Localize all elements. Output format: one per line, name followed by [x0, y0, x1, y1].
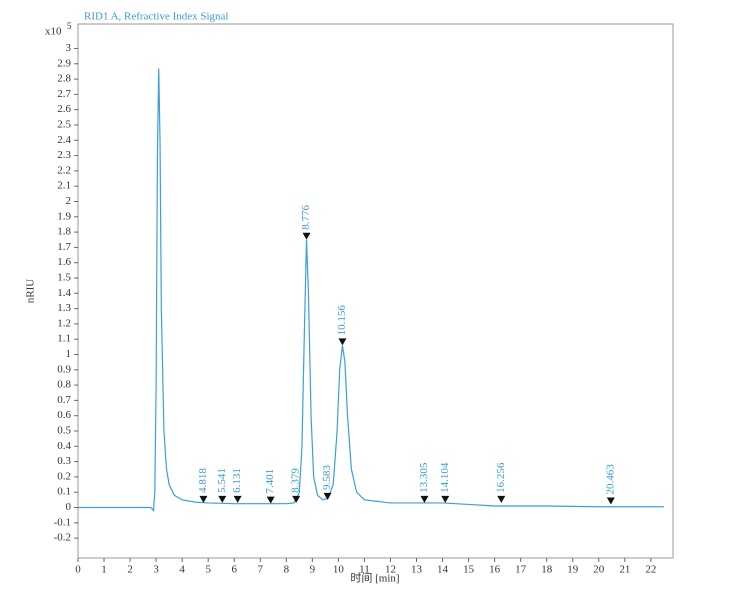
- x-tick-label: 20: [593, 564, 605, 576]
- y-tick-label: 2.7: [57, 88, 71, 100]
- peak-marker: [292, 495, 301, 503]
- peak-marker: [338, 338, 347, 346]
- peak-label: 7.401: [264, 469, 276, 494]
- x-tick-label: 2: [127, 564, 133, 576]
- x-tick-label: 15: [463, 564, 475, 576]
- y-tick-label: 1.8: [57, 226, 71, 238]
- chart-title: RID1 A, Refractive Index Signal: [84, 11, 229, 23]
- y-tick-label: 2.6: [57, 103, 71, 115]
- x-tick-label: 18: [541, 564, 553, 576]
- y-tick-label: -0.2: [54, 532, 71, 544]
- peak-label: 16.256: [495, 462, 507, 493]
- x-tick-label: 21: [619, 564, 630, 576]
- peak-marker: [233, 495, 242, 503]
- peak-label: 6.131: [231, 468, 243, 493]
- peak-label: 8.379: [290, 468, 302, 493]
- y-tick-label: 0.5: [57, 425, 71, 437]
- y-tick-label: 1: [66, 348, 72, 360]
- x-tick-label: 9: [310, 564, 316, 576]
- y-tick-label: 2.1: [57, 180, 71, 192]
- y-tick-label: 0.3: [57, 455, 71, 467]
- plot-frame: [77, 23, 674, 559]
- peak-marker: [497, 495, 506, 503]
- peak-label: 9.583: [321, 465, 333, 490]
- x-tick-label: 13: [411, 564, 423, 576]
- y-tick-label: 0.9: [57, 363, 71, 375]
- y-tick-label: 1.3: [57, 302, 71, 314]
- y-axis-label: nRIU: [25, 279, 37, 304]
- peak-label: 4.818: [197, 468, 209, 493]
- x-tick-label: 19: [567, 564, 579, 576]
- peak-label: 20.463: [604, 464, 616, 495]
- x-tick-label: 16: [489, 564, 501, 576]
- x-tick-label: 14: [437, 564, 449, 576]
- y-tick-label: 2.2: [57, 164, 71, 176]
- x-tick-label: 6: [231, 564, 237, 576]
- peak-label: 13.305: [418, 462, 430, 493]
- y-tick-label: 2.8: [57, 73, 71, 85]
- y-tick-label: 2.3: [57, 149, 71, 161]
- peak-marker: [606, 497, 615, 505]
- x-tick-label: 11: [359, 564, 370, 576]
- y-tick-label: -0.1: [54, 516, 71, 528]
- y-tick-label: 2.5: [57, 119, 71, 131]
- y-tick-label: 0.2: [57, 470, 71, 482]
- y-multiplier-exponent: 5: [67, 21, 72, 31]
- peak-marker: [302, 232, 311, 240]
- y-tick-label: 0.6: [57, 409, 71, 421]
- y-tick-label: 1.4: [57, 287, 71, 299]
- y-tick-label: 1.9: [57, 210, 71, 222]
- x-tick-label: 0: [75, 564, 81, 576]
- x-tick-label: 5: [205, 564, 211, 576]
- peak-label: 8.776: [300, 204, 312, 229]
- y-tick-label: 2: [66, 195, 72, 207]
- x-tick-label: 8: [284, 564, 290, 576]
- x-tick-label: 1: [101, 564, 107, 576]
- y-tick-label: 0.1: [57, 486, 71, 498]
- peak-marker: [323, 492, 332, 500]
- y-tick-label: 3: [66, 42, 72, 54]
- y-tick-label: 0.8: [57, 379, 71, 391]
- x-tick-label: 4: [179, 564, 185, 576]
- x-tick-label: 12: [385, 564, 396, 576]
- y-multiplier-base: x10: [45, 26, 62, 38]
- x-tick-label: 7: [258, 564, 264, 576]
- y-tick-label: 0: [66, 501, 72, 513]
- x-tick-label: 22: [645, 564, 656, 576]
- y-tick-label: 2.4: [57, 134, 71, 146]
- y-tick-label: 2.9: [57, 57, 71, 69]
- peak-marker: [218, 495, 227, 503]
- x-tick-label: 17: [515, 564, 527, 576]
- y-tick-label: 0.7: [57, 394, 71, 406]
- y-tick-label: 1.5: [57, 272, 71, 284]
- y-tick-label: 1.2: [57, 317, 71, 329]
- y-tick-label: 1.6: [57, 256, 71, 268]
- peak-label: 10.156: [336, 305, 348, 336]
- y-tick-label: 1.1: [57, 333, 71, 345]
- peak-marker: [199, 495, 208, 503]
- x-tick-label: 3: [153, 564, 159, 576]
- peak-label: 14.104: [439, 462, 451, 493]
- peak-marker: [441, 495, 450, 503]
- peak-label: 5.541: [216, 468, 228, 493]
- y-tick-label: 1.7: [57, 241, 71, 253]
- signal-trace: [78, 68, 664, 513]
- x-axis-label: 时间 [min]: [350, 572, 399, 585]
- peak-marker: [266, 496, 275, 504]
- x-tick-label: 10: [333, 564, 345, 576]
- y-tick-label: 0.4: [57, 440, 71, 452]
- peak-marker: [420, 495, 429, 503]
